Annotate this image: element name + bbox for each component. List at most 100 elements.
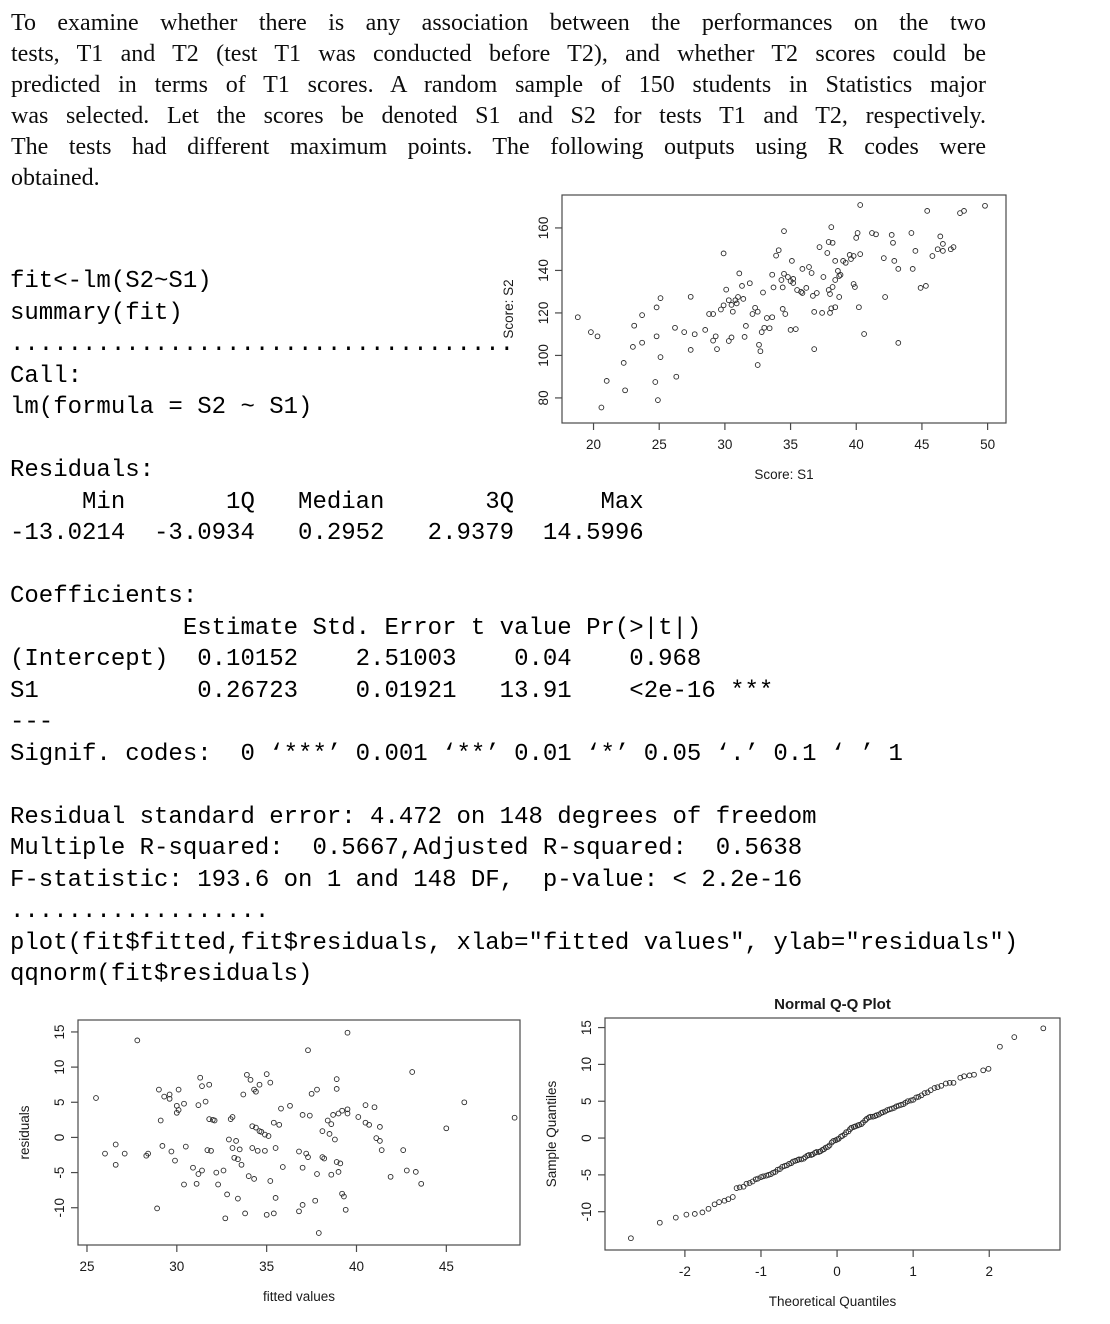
scatter-data-point [799, 266, 806, 272]
scatter-data-point [853, 235, 860, 241]
scatter-data-point [813, 290, 820, 296]
y-tick-label: -10 [52, 1198, 67, 1218]
qq-data-point [628, 1235, 634, 1242]
residuals-data-point [240, 1091, 247, 1098]
x-tick-label: 1 [909, 1264, 917, 1279]
scatter-data-point [803, 285, 810, 291]
residuals-data-point [175, 1086, 182, 1093]
residuals-data-point [332, 1136, 338, 1143]
residuals-data-point [193, 1180, 200, 1187]
scatter-data-point [799, 290, 806, 296]
r-console-output: fit<-lm(S2~S1) summary(fit) ............… [10, 268, 1019, 988]
scatter-data-point [832, 258, 839, 264]
qq-data-point [858, 1121, 865, 1127]
x-tick-label: 30 [717, 437, 732, 452]
intro-line: predicted in terms of T1 scores. A rando… [11, 72, 986, 98]
residuals-data-point [324, 1117, 331, 1124]
scatter-data-point [743, 323, 749, 329]
residuals-data-point [342, 1206, 349, 1213]
residuals-data-point [233, 1138, 239, 1144]
residuals-data-point [371, 1104, 378, 1111]
scatter-data-point [740, 296, 747, 302]
y-tick-label: 140 [536, 259, 551, 282]
y-tick-label: 15 [52, 1024, 67, 1039]
residuals-data-point [208, 1147, 214, 1154]
qq-data-point [825, 1144, 831, 1150]
residuals-x-axis-title: fitted values [263, 1289, 335, 1304]
scatter-data-point [672, 324, 678, 331]
scatter-data-point [588, 329, 594, 335]
residuals-data-point [314, 1171, 320, 1177]
y-tick-label: 80 [536, 390, 551, 405]
scatter-data-point [895, 340, 902, 346]
residuals-data-point [272, 1195, 279, 1201]
qq-data-point [997, 1043, 1003, 1050]
qq-data-point [800, 1155, 807, 1162]
scatter-data-point [929, 253, 936, 259]
scatter-data-point [736, 270, 743, 277]
residuals-data-point [235, 1195, 241, 1202]
qq-data-point [1040, 1025, 1047, 1032]
residuals-data-point [314, 1086, 320, 1093]
residuals-data-point [461, 1099, 468, 1106]
intro-line: obtained. [11, 165, 100, 191]
residuals-data-point [256, 1081, 263, 1088]
residuals-data-point [247, 1076, 254, 1083]
scatter-data-point [961, 208, 967, 214]
scatter-data-point [782, 311, 789, 317]
residuals-data-point [333, 1086, 340, 1092]
scatter-data-point [810, 293, 816, 299]
residuals-data-point [134, 1037, 141, 1044]
residuals-vs-fitted-plot: 25 30 35 40 45 -10 -5 0 5 10 15 fitted values residu… [17, 1019, 521, 1304]
residuals-data-point [102, 1150, 108, 1157]
scatter-data-point [825, 287, 832, 293]
y-tick-label: 0 [579, 1134, 594, 1142]
qq-data-point [943, 1080, 949, 1087]
residuals-data-point [355, 1114, 362, 1120]
qq-data-point [729, 1194, 736, 1200]
scatter-data-point [622, 387, 628, 394]
residuals-data-point [199, 1167, 205, 1174]
scatter-data-point [934, 246, 941, 253]
x-tick-label: 40 [849, 437, 864, 452]
scatter-data-point [890, 239, 896, 246]
residuals-data-point [195, 1102, 202, 1108]
y-tick-label: 15 [579, 1020, 594, 1035]
qq-data-point [915, 1093, 922, 1100]
scatter-data-point [850, 281, 857, 287]
scatter-data-point [756, 341, 762, 348]
residuals-data-point [272, 1145, 279, 1151]
scatter-data-point [673, 373, 680, 380]
residuals-data-point [296, 1208, 302, 1215]
residuals-data-point [299, 1112, 306, 1118]
y-tick-label: 10 [52, 1060, 67, 1075]
qq-x-axis-title: Theoretical Quantiles [769, 1294, 897, 1309]
residuals-data-point [315, 1230, 322, 1236]
residuals-data-point [206, 1081, 213, 1088]
scatter-data-point [820, 274, 827, 280]
scatter-data-point [603, 378, 610, 384]
residuals-data-point [299, 1164, 306, 1171]
scatter-data-point [775, 247, 782, 254]
scatter-data-point [681, 329, 688, 335]
residuals-data-point [267, 1178, 274, 1184]
residuals-data-point [220, 1167, 227, 1174]
scatter-data-point [728, 334, 735, 341]
scatter-data-point [940, 241, 946, 247]
residuals-data-point [335, 1169, 342, 1175]
scatter-data-point [880, 255, 887, 261]
scatter-data-point [787, 327, 794, 333]
residuals-data-point [339, 1190, 345, 1197]
residuals-data-point [373, 1135, 380, 1141]
scatter-data-point [924, 208, 931, 214]
scatter-data-point [794, 287, 800, 293]
residuals-data-point [238, 1161, 245, 1168]
scatter-data-point [741, 334, 748, 340]
qq-data-point [862, 1117, 869, 1124]
qq-data-point [683, 1211, 690, 1218]
scatter-data-point [710, 311, 716, 317]
scatter-data-point [723, 286, 730, 293]
scatter-data-point [754, 308, 761, 315]
residuals-data-point [145, 1150, 151, 1157]
scatter-data-point [631, 322, 638, 329]
